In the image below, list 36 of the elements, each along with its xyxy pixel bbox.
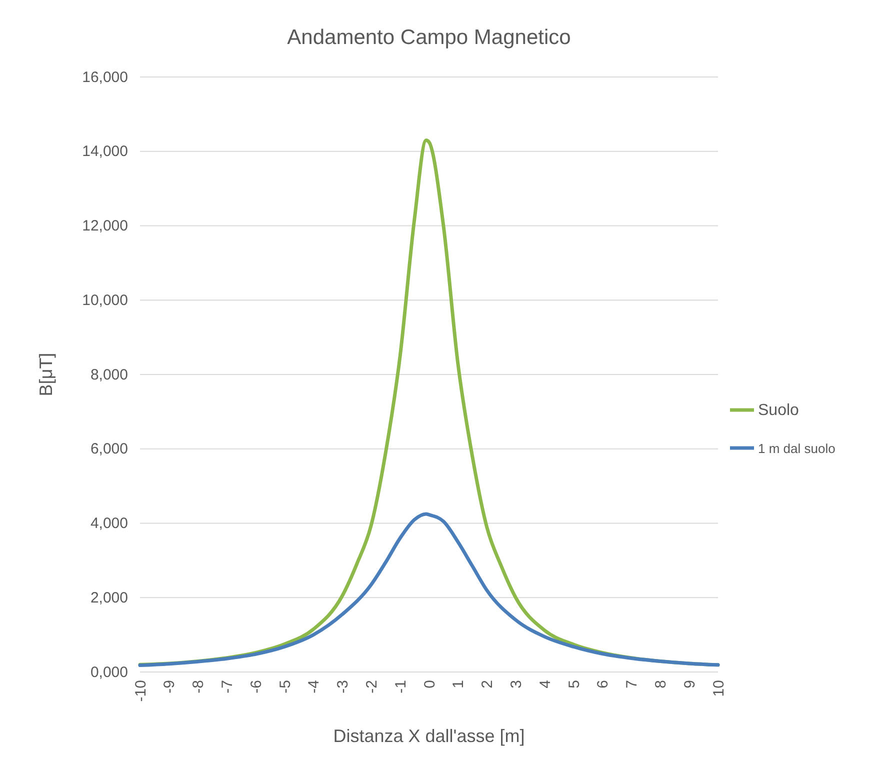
- x-tick-label: -4: [306, 680, 323, 694]
- y-tick-label: 8,000: [90, 366, 128, 384]
- x-tick-label: 3: [508, 680, 525, 688]
- x-tick-label: 10: [710, 680, 728, 697]
- x-tick-label: -5: [276, 680, 294, 694]
- x-tick-label: 0: [421, 680, 438, 688]
- y-tick-label: 10,000: [82, 292, 128, 309]
- x-tick-label: -10: [132, 680, 150, 702]
- y-tick-label: 6,000: [90, 440, 128, 458]
- x-tick-label: -9: [161, 680, 178, 694]
- x-tick-label: 7: [624, 680, 641, 688]
- y-tick-label: 4,000: [90, 515, 128, 532]
- legend-label: 1 m dal suolo: [758, 441, 836, 456]
- x-tick-label: 4: [536, 680, 554, 688]
- chart-title: Andamento Campo Magnetico: [287, 26, 571, 49]
- x-tick-label: -6: [248, 680, 265, 694]
- x-tick-label: -3: [334, 680, 352, 694]
- x-tick-label: 8: [652, 680, 670, 688]
- y-tick-label: 12,000: [82, 218, 128, 235]
- y-axis-title: B[μT]: [36, 352, 56, 396]
- x-tick-label: 9: [681, 680, 698, 688]
- x-tick-label: -1: [392, 680, 410, 694]
- y-tick-label: 0,000: [90, 664, 128, 681]
- y-tick-label: 2,000: [90, 589, 128, 606]
- y-tick-label: 16,000: [82, 68, 128, 86]
- x-tick-label: 1: [450, 680, 468, 688]
- x-tick-label: 2: [479, 680, 496, 688]
- x-axis-title: Distanza X dall'asse [m]: [333, 726, 525, 746]
- x-tick-label: -2: [363, 680, 380, 694]
- legend-label: Suolo: [758, 402, 800, 419]
- y-tick-label: 14,000: [82, 143, 128, 160]
- x-tick-label: -7: [218, 680, 236, 694]
- line-series: [138, 512, 720, 668]
- x-tick-label: 6: [594, 680, 612, 688]
- x-tick-label: -8: [190, 680, 208, 694]
- x-tick-label: 5: [566, 680, 583, 688]
